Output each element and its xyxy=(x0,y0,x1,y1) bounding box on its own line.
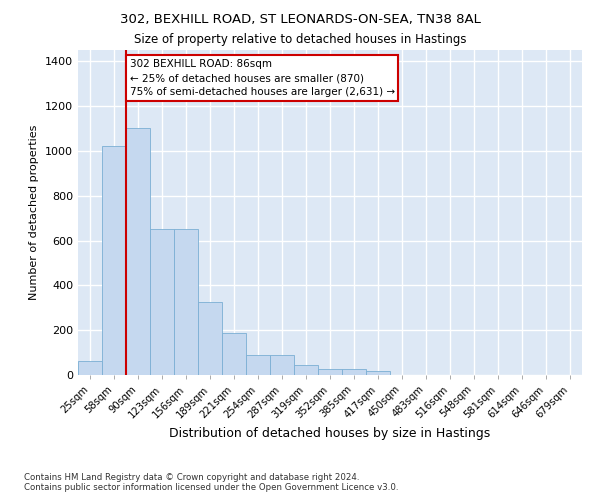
Bar xyxy=(222,333,246,375)
Bar xyxy=(198,302,222,375)
Bar xyxy=(102,146,126,375)
Bar xyxy=(270,356,294,375)
Bar xyxy=(78,361,102,375)
Bar xyxy=(150,230,174,375)
Bar xyxy=(366,371,390,375)
Text: Contains HM Land Registry data © Crown copyright and database right 2024.
Contai: Contains HM Land Registry data © Crown c… xyxy=(24,473,398,492)
Y-axis label: Number of detached properties: Number of detached properties xyxy=(29,125,40,300)
Bar xyxy=(318,368,342,375)
X-axis label: Distribution of detached houses by size in Hastings: Distribution of detached houses by size … xyxy=(169,426,491,440)
Text: 302, BEXHILL ROAD, ST LEONARDS-ON-SEA, TN38 8AL: 302, BEXHILL ROAD, ST LEONARDS-ON-SEA, T… xyxy=(119,12,481,26)
Bar xyxy=(246,355,270,375)
Bar xyxy=(174,230,198,375)
Text: Size of property relative to detached houses in Hastings: Size of property relative to detached ho… xyxy=(134,32,466,46)
Bar xyxy=(294,365,318,375)
Bar xyxy=(126,128,150,375)
Bar xyxy=(342,370,366,375)
Text: 302 BEXHILL ROAD: 86sqm
← 25% of detached houses are smaller (870)
75% of semi-d: 302 BEXHILL ROAD: 86sqm ← 25% of detache… xyxy=(130,59,395,97)
